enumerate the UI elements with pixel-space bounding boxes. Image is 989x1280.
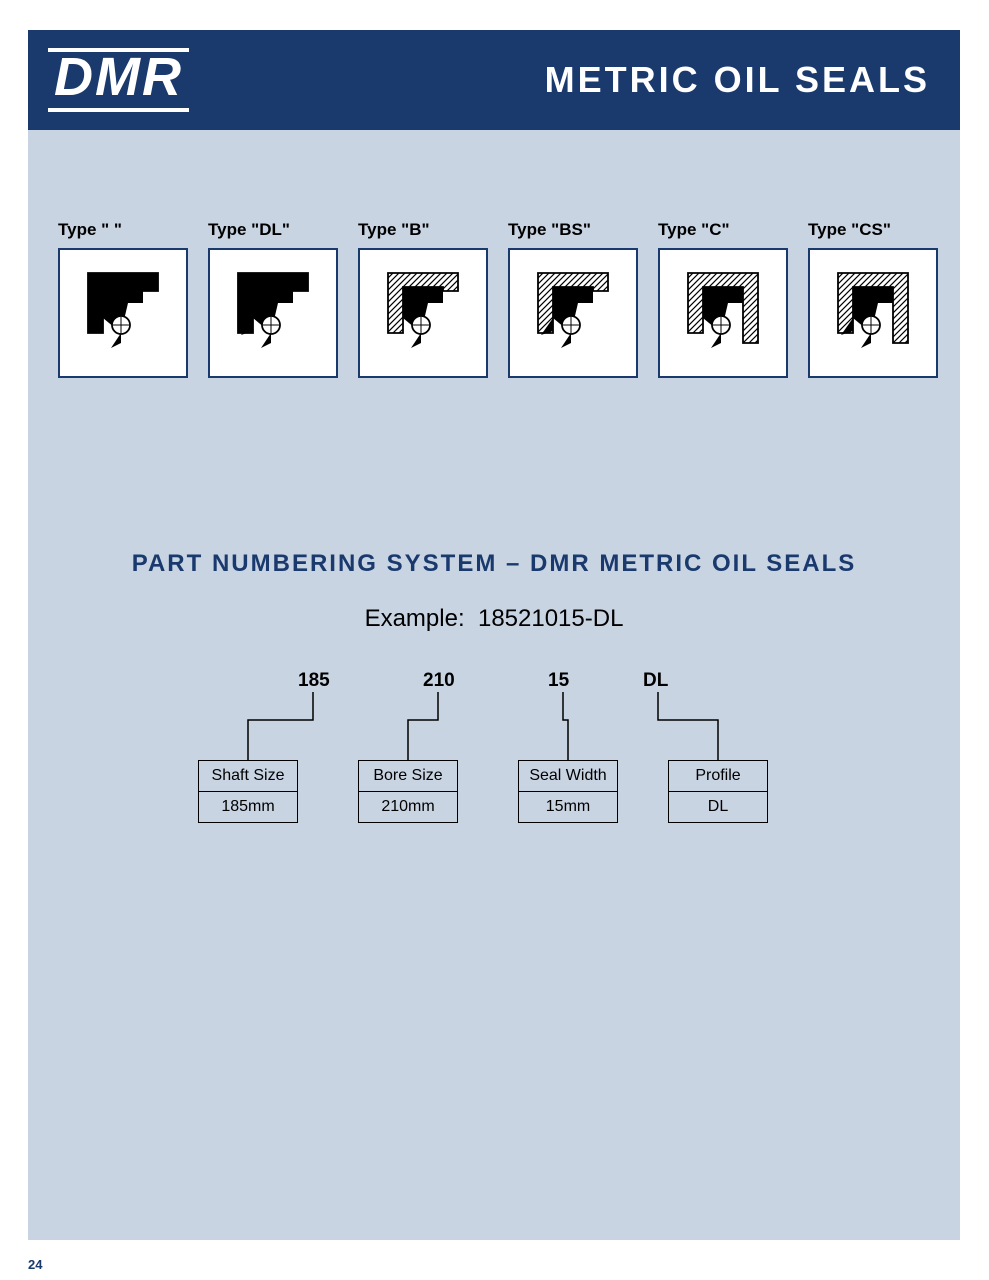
seal-type-item: Type "DL"	[208, 220, 338, 378]
seal-type-diagram	[58, 248, 188, 378]
part-code-segment: 210	[423, 670, 455, 692]
part-desc-box: ProfileDL	[668, 760, 768, 823]
page-background: DMR METRIC OIL SEALS Type " "Type "DL"Ty…	[28, 30, 960, 1240]
part-code-segment: 185	[298, 670, 330, 692]
seal-types-row: Type " " Type "DL" Type "B" Type "BS" Type "…	[58, 220, 938, 378]
example-value: 18521015-DL	[478, 605, 623, 632]
part-number-diagram: 185 Shaft Size185mm 210 Bore Size210mm 15 Sea…	[198, 670, 798, 840]
part-code-segment: DL	[643, 670, 668, 692]
part-desc-label: Profile	[669, 761, 767, 791]
part-desc-value: DL	[669, 791, 767, 822]
seal-type-diagram	[508, 248, 638, 378]
part-desc-label: Seal Width	[519, 761, 617, 791]
seal-type-label: Type "DL"	[208, 220, 338, 240]
example-line: Example: 18521015-DL	[28, 605, 960, 633]
part-code-segment: 15	[548, 670, 569, 692]
part-desc-box: Shaft Size185mm	[198, 760, 298, 823]
part-desc-value: 185mm	[199, 791, 297, 822]
seal-type-item: Type "B"	[358, 220, 488, 378]
page-number: 24	[28, 1257, 42, 1272]
part-desc-label: Bore Size	[359, 761, 457, 791]
seal-type-item: Type "BS"	[508, 220, 638, 378]
seal-type-label: Type "BS"	[508, 220, 638, 240]
seal-type-label: Type "C"	[658, 220, 788, 240]
example-label: Example:	[365, 605, 465, 632]
section-heading: PART NUMBERING SYSTEM – DMR METRIC OIL S…	[28, 550, 960, 578]
seal-type-item: Type "CS"	[808, 220, 938, 378]
seal-type-label: Type "B"	[358, 220, 488, 240]
seal-type-item: Type " "	[58, 220, 188, 378]
part-desc-box: Seal Width15mm	[518, 760, 618, 823]
header-bar: DMR METRIC OIL SEALS	[28, 30, 960, 130]
seal-type-diagram	[358, 248, 488, 378]
seal-type-diagram	[808, 248, 938, 378]
seal-type-label: Type " "	[58, 220, 188, 240]
part-desc-box: Bore Size210mm	[358, 760, 458, 823]
page-title: METRIC OIL SEALS	[545, 59, 930, 101]
part-desc-value: 15mm	[519, 791, 617, 822]
seal-type-label: Type "CS"	[808, 220, 938, 240]
seal-type-diagram	[208, 248, 338, 378]
part-desc-label: Shaft Size	[199, 761, 297, 791]
brand-logo: DMR	[48, 48, 189, 111]
seal-type-item: Type "C"	[658, 220, 788, 378]
seal-type-diagram	[658, 248, 788, 378]
part-desc-value: 210mm	[359, 791, 457, 822]
